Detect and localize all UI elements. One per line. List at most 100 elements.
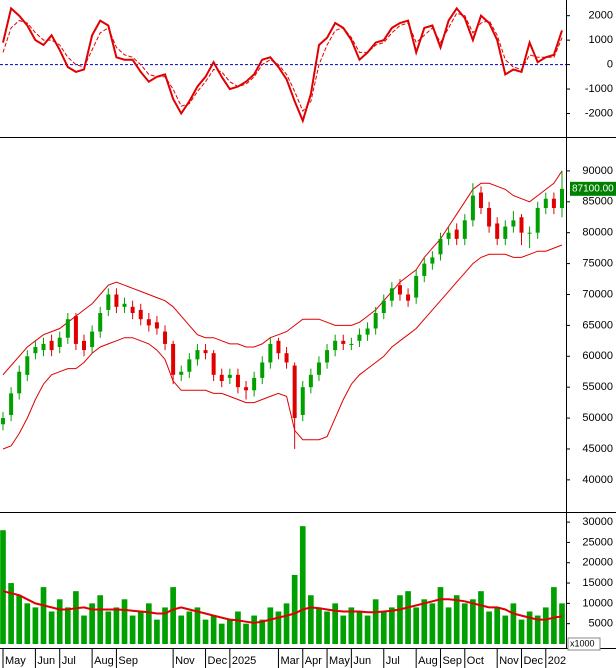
candle-body	[470, 195, 475, 221]
x-tick-label: Dec	[208, 655, 228, 667]
candle-body	[25, 356, 30, 375]
candle-body	[106, 294, 111, 310]
bollinger-band	[2, 244, 563, 450]
candle-body	[300, 387, 305, 415]
candle-body	[163, 331, 168, 344]
candle-body	[365, 328, 370, 335]
candle-body	[211, 353, 216, 375]
candle-body	[219, 374, 224, 381]
volume-bar	[348, 607, 355, 644]
y-tick-label: 1000	[589, 34, 613, 46]
candle-body	[357, 334, 362, 341]
candle-body	[146, 319, 151, 326]
candle-body	[252, 377, 257, 391]
candle-body	[90, 331, 95, 348]
volume-bar	[364, 615, 371, 644]
volume-bar	[56, 599, 63, 644]
candle-body	[495, 223, 500, 239]
candle-body	[73, 316, 78, 344]
candle-body	[316, 362, 321, 375]
oscillator-line	[2, 6, 563, 124]
volume-bar	[502, 615, 509, 644]
volume-bar	[534, 615, 541, 644]
volume-bar	[299, 526, 306, 644]
candle-body	[560, 188, 564, 208]
candle-body	[373, 313, 378, 329]
volume-bar	[380, 611, 387, 644]
candle-body	[154, 322, 159, 329]
volume-bar	[259, 619, 266, 644]
candle-body	[138, 309, 143, 320]
candle-body	[284, 353, 289, 363]
y-tick-label: 30000	[582, 516, 613, 528]
volume-bar	[227, 619, 233, 644]
candle-body	[341, 340, 346, 344]
volume-bar	[470, 599, 476, 644]
y-tick-label: 80000	[582, 227, 613, 239]
volume-bar	[16, 595, 23, 644]
candle-body	[487, 207, 492, 227]
y-tick-label: 15000	[582, 577, 613, 589]
x-tick-label: Jul	[62, 655, 76, 667]
candle-body	[422, 263, 427, 276]
volume-bar	[178, 615, 185, 644]
candle-body	[82, 340, 87, 351]
volume-bar	[113, 607, 120, 644]
volume-bar	[40, 587, 47, 644]
volume-bar	[324, 611, 330, 644]
candle-body	[49, 340, 54, 351]
x-tick-label: Jul	[386, 655, 400, 667]
candle-body	[187, 359, 192, 372]
last-price-label: 87100.00	[572, 183, 614, 194]
candle-body	[41, 343, 46, 351]
volume-bar	[559, 603, 565, 644]
volume-bar	[202, 619, 209, 644]
y-tick-label: 20000	[582, 557, 613, 569]
candle-body	[446, 232, 451, 239]
candle-body	[65, 319, 70, 338]
x-tick-label: Oct	[467, 655, 484, 667]
y-tick-label: 60000	[582, 350, 613, 362]
candle-body	[57, 337, 62, 348]
volume-bar	[518, 619, 525, 644]
volume-bar	[461, 603, 468, 644]
candle-body	[292, 365, 297, 419]
unit-box	[567, 637, 601, 651]
volume-bar	[429, 603, 436, 644]
y-tick-label: 85000	[582, 196, 613, 208]
volume-bar	[8, 583, 14, 644]
volume-bar	[486, 611, 492, 644]
volume-bar	[170, 587, 176, 644]
volume-bar	[526, 611, 533, 644]
volume-bar	[332, 603, 338, 644]
x-tick-label: Nov	[175, 655, 195, 667]
candle-body	[333, 340, 338, 351]
candle-body	[1, 418, 5, 425]
volume-bar	[129, 615, 136, 644]
volume-bar	[291, 574, 298, 644]
candle-body	[276, 340, 281, 354]
volume-bar	[510, 603, 517, 644]
x-tick-label: Dec	[523, 655, 543, 667]
candle-body	[454, 229, 459, 239]
volume-bar	[413, 607, 420, 644]
y-tick-label: 50000	[582, 412, 613, 424]
candle-body	[268, 343, 273, 363]
volume-bar	[494, 607, 501, 644]
volume-bar	[283, 603, 290, 644]
candle-body	[179, 371, 184, 375]
volume-bar	[121, 599, 128, 644]
volume-bar	[267, 607, 274, 644]
x-tick-label: 202	[548, 655, 566, 667]
volume-bar	[251, 615, 257, 644]
last-price-box	[570, 181, 616, 196]
volume-bar	[105, 611, 112, 644]
x-tick-label: Aug	[94, 655, 114, 667]
candle-body	[122, 303, 127, 307]
candle-body	[98, 313, 103, 332]
candle-body	[17, 371, 22, 394]
volume-bar	[81, 615, 87, 644]
y-tick-label: 0	[607, 59, 613, 71]
volume-bar	[97, 595, 104, 644]
